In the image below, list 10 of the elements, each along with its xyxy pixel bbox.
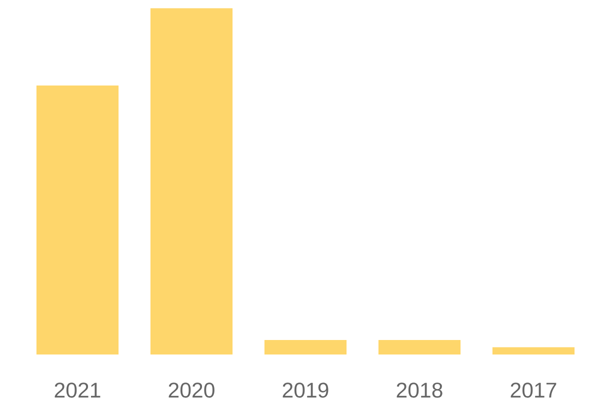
x-tick-label: 2019 xyxy=(282,378,330,400)
x-tick-label: 2017 xyxy=(510,378,558,400)
bar xyxy=(36,85,119,354)
x-tick-label: 2020 xyxy=(168,378,216,400)
bar xyxy=(150,8,233,354)
x-tick-label: 2021 xyxy=(54,378,102,400)
bar xyxy=(378,340,461,354)
x-tick-label: 2018 xyxy=(396,378,444,400)
bar xyxy=(492,347,575,354)
bar xyxy=(264,340,347,354)
